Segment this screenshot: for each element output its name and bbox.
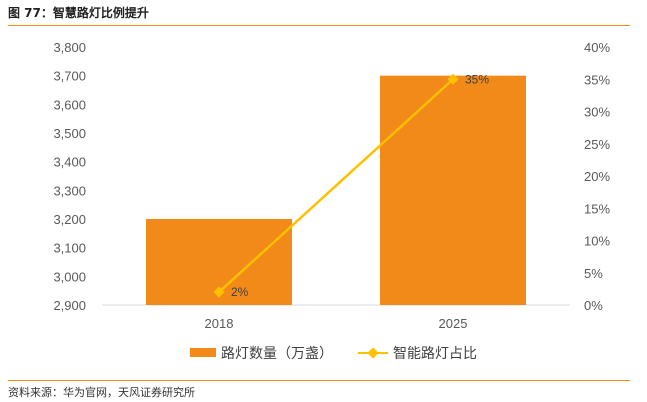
y-right-axis: 0% 5% 10% 15% 20% 25% 30% 35% 40% [584,40,610,313]
data-label: 35% [465,72,489,86]
source-note: 资料来源：华为官网，天风证券研究所 [8,386,195,399]
y-right-tick-label: 20% [584,169,610,184]
y-left-tick-label: 3,400 [53,155,86,170]
y-right-tick-label: 5% [584,266,603,281]
y-left-tick-label: 3,100 [53,241,86,256]
y-left-tick-label: 3,500 [53,126,86,141]
y-right-tick-label: 30% [584,105,610,120]
y-left-tick-label: 3,800 [53,40,86,55]
y-left-axis: 2,900 3,000 3,100 3,200 3,300 3,400 3,500 3,600… [53,40,86,313]
figure-title: 图 77：智慧路灯比例提升 [8,6,149,20]
y-left-tick-label: 3,600 [53,97,86,112]
series-line [218,78,454,294]
bottom-rule [8,380,630,381]
x-axis: 2018 2025 [205,316,468,331]
x-tick-label: 2018 [205,316,234,331]
y-right-tick-label: 25% [584,137,610,152]
y-left-tick-label: 2,900 [53,298,86,313]
y-right-tick-label: 10% [584,234,610,249]
y-left-tick-label: 3,000 [53,269,86,284]
y-right-tick-label: 40% [584,40,610,55]
y-left-tick-label: 3,300 [53,183,86,198]
legend-line-marker [367,347,379,359]
bar [380,75,526,306]
bar-series [146,75,526,306]
y-right-tick-label: 35% [584,72,610,87]
x-tick-label: 2025 [439,316,468,331]
y-right-tick-label: 0% [584,298,603,313]
y-left-tick-label: 3,700 [53,69,86,84]
legend-line-label: 智能路灯占比 [393,346,477,362]
data-label: 2% [231,285,249,299]
y-left-tick-label: 3,200 [53,212,86,227]
top-rule [8,25,630,26]
y-right-tick-label: 15% [584,201,610,216]
legend-bar-swatch [190,348,216,357]
legend: 路灯数量（万盏） 智能路灯占比 [190,346,477,362]
legend-bar-label: 路灯数量（万盏） [221,346,333,362]
line-marker [213,286,225,298]
